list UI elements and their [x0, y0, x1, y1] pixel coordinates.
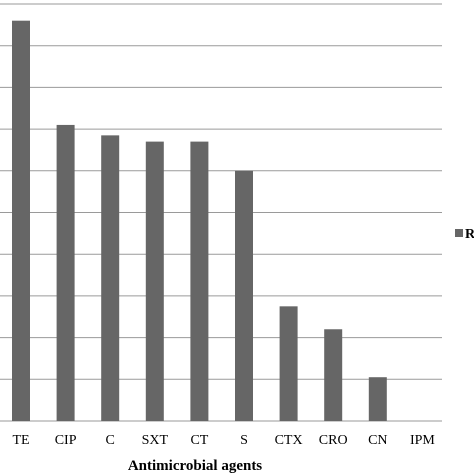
x-tick-label: CTX: [275, 433, 303, 448]
bar-ctx: [279, 306, 298, 421]
bar-sxt: [145, 141, 164, 422]
x-tick-label: CIP: [55, 433, 77, 448]
x-tick-label: CRO: [319, 433, 348, 448]
x-tick-label: TE: [12, 433, 29, 448]
x-tick-label: C: [106, 433, 115, 448]
x-tick-label: S: [240, 433, 248, 448]
bar-cip: [56, 124, 75, 422]
bar-cro: [324, 329, 343, 421]
bar-s: [235, 170, 253, 421]
x-tick-label: CN: [368, 433, 387, 448]
legend-swatch: [455, 229, 463, 237]
bar-c: [101, 135, 120, 422]
x-tick-label: SXT: [142, 433, 169, 448]
bar-te: [12, 20, 30, 422]
bar-cn: [368, 377, 387, 421]
x-tick-labels: TE CIP C SXT CT S CTX CRO CN IPM: [12, 433, 435, 448]
x-tick-label: CT: [190, 433, 208, 448]
x-axis-title: Antimicrobial agents: [128, 458, 262, 474]
legend: R: [455, 227, 474, 242]
x-tick-label: IPM: [410, 433, 435, 448]
legend-label: R: [465, 227, 474, 242]
bars: [12, 20, 387, 422]
bar-ct: [190, 141, 209, 422]
